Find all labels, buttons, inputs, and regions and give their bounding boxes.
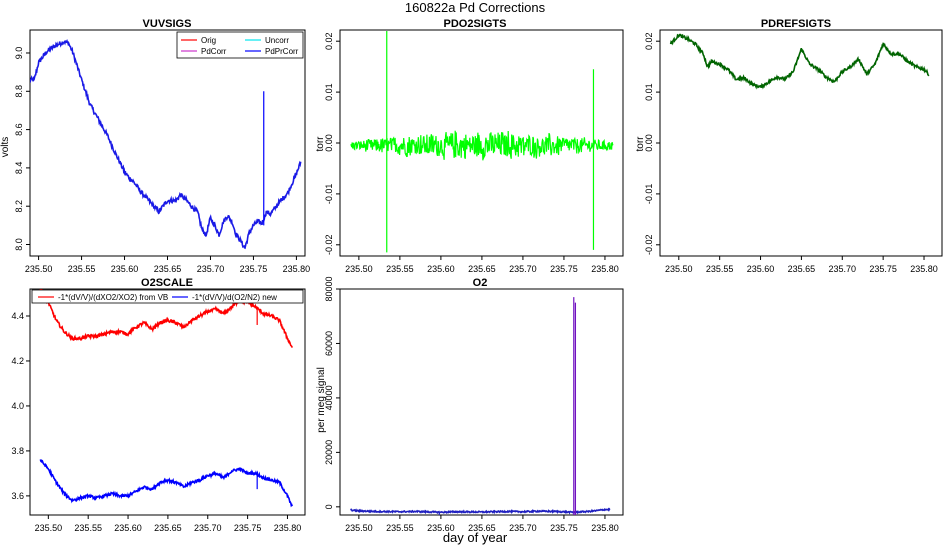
xtick-label: 235.50 <box>345 523 373 533</box>
panel-o2scale: O2SCALE 235.50 235.55 235.60 235.65 235.70 23… <box>11 277 306 533</box>
xtick-label: 235.80 <box>591 264 619 274</box>
xtick-label: 235.80 <box>283 264 311 274</box>
ytick-label: 8.0 <box>14 238 24 251</box>
xtick-label: 235.55 <box>74 523 102 533</box>
ytick-label: 4.4 <box>11 311 24 321</box>
plot-frame-pdrefsigts <box>659 29 943 257</box>
ytick-label: -0.01 <box>644 184 654 205</box>
ytick-label: 0.01 <box>644 83 654 101</box>
ytick-label: -0.02 <box>644 235 654 256</box>
xtick-label: 235.80 <box>910 264 938 274</box>
xtick-label: 235.75 <box>240 264 268 274</box>
ytick-label: -0.02 <box>324 235 334 256</box>
xtick-label: 235.65 <box>154 523 182 533</box>
legend-label: -1*(dV/V)/(dXO2/XO2) from VB <box>58 293 168 302</box>
plot-frame-o2 <box>339 288 624 516</box>
panel-o2: O2 per meg signal 235.50 235.55 235.60 235.… <box>316 276 624 533</box>
series-line <box>39 289 293 348</box>
xtick-label: 235.65 <box>154 264 182 274</box>
ytick-label: 20000 <box>324 440 334 465</box>
xtick-label: 235.60 <box>114 523 142 533</box>
xtick-label: 235.60 <box>111 264 139 274</box>
xtick-label: 235.50 <box>665 264 693 274</box>
panel-title-pdrefsigts: PDREFSIGTS <box>761 18 831 30</box>
panel-title-o2scale: O2SCALE <box>141 277 193 289</box>
series-line <box>669 33 930 90</box>
xtick-label: 235.65 <box>468 264 496 274</box>
xtick-label: 235.50 <box>345 264 373 274</box>
ytick-label: 9.0 <box>14 47 24 60</box>
xtick-label: 235.75 <box>234 523 262 533</box>
panel-pdrefsigts: PDREFSIGTS torr 235.50 235.55 235.60 235.65… <box>635 18 943 274</box>
xtick-label: 235.70 <box>829 264 857 274</box>
ytick-label: 80000 <box>324 276 334 301</box>
panel-pdo2sigts: PDO2SIGTS torr 235.50 235.55 235.60 235.65 2… <box>315 18 624 274</box>
series-line <box>30 38 302 250</box>
xtick-label: 235.80 <box>274 523 302 533</box>
ylabel-pdo2sigts: torr <box>315 136 326 152</box>
ytick-label: 8.6 <box>14 123 24 136</box>
xtick-label: 235.55 <box>386 523 414 533</box>
legend-label: PdCorr <box>201 47 227 56</box>
ytick-label: 3.6 <box>11 491 24 501</box>
ylabel-vuvsigs: volts <box>0 137 11 158</box>
ylabel-pdrefsigts: torr <box>635 136 646 152</box>
ytick-label: 0.00 <box>644 134 654 152</box>
legend-label: PdPrCorr <box>265 47 299 56</box>
ytick-label: 8.8 <box>14 85 24 98</box>
xtick-label: 235.75 <box>550 264 578 274</box>
ytick-label: 0.00 <box>324 134 334 152</box>
legend-o2scale: -1*(dV/V)/(dXO2/XO2) from VB -1*(dV/V)/d(… <box>31 289 304 304</box>
panel-title-o2: O2 <box>473 277 488 289</box>
ytick-label: 4.0 <box>11 401 24 411</box>
xtick-label: 235.70 <box>197 264 225 274</box>
ytick-label: 0 <box>324 504 334 509</box>
ytick-label: -0.01 <box>324 184 334 205</box>
xtick-label: 235.50 <box>35 523 63 533</box>
legend-label: Uncorr <box>265 36 289 45</box>
ytick-label: 60000 <box>324 331 334 356</box>
xtick-label: 235.65 <box>788 264 816 274</box>
xtick-label: 235.50 <box>25 264 53 274</box>
panel-title-pdo2sigts: PDO2SIGTS <box>444 18 507 30</box>
xtick-label: 235.55 <box>68 264 96 274</box>
xtick-label: 235.55 <box>706 264 734 274</box>
ytick-label: 8.4 <box>14 162 24 175</box>
ytick-label: 0.02 <box>644 32 654 50</box>
legend-label: -1*(dV/V)/d(O2/N2) new <box>192 293 277 302</box>
ylabel-o2: per meg signal <box>316 367 327 433</box>
ytick-label: 0.01 <box>324 83 334 101</box>
series-line <box>39 459 293 508</box>
ytick-label: 40000 <box>324 385 334 410</box>
xtick-label: 235.70 <box>509 264 537 274</box>
ytick-label: 0.02 <box>324 32 334 50</box>
xtick-label: 235.80 <box>591 523 619 533</box>
xtick-label: 235.75 <box>550 523 578 533</box>
legend-vuvsigs: Orig Uncorr PdCorr PdPrCorr <box>176 31 304 59</box>
xtick-label: 235.60 <box>427 264 455 274</box>
xtick-label: 235.55 <box>386 264 414 274</box>
ytick-label: 3.8 <box>11 446 24 456</box>
figure-title: 160822a Pd Corrections <box>404 0 546 15</box>
xtick-label: 235.70 <box>194 523 222 533</box>
ytick-label: 4.2 <box>11 356 24 366</box>
series-line <box>350 507 611 515</box>
panel-vuvsigs: VUVSIGS volts 235.50 235.55 235.60 235.65 23… <box>0 18 310 274</box>
xtick-label: 235.60 <box>747 264 775 274</box>
series-line <box>350 130 614 161</box>
figure-xlabel: day of year <box>442 530 508 545</box>
xtick-label: 235.60 <box>427 523 455 533</box>
ytick-label: 8.2 <box>14 200 24 213</box>
legend-label: Orig <box>201 36 216 45</box>
xtick-label: 235.65 <box>468 523 496 533</box>
xtick-label: 235.75 <box>869 264 897 274</box>
panel-title-vuvsigs: VUVSIGS <box>143 18 192 30</box>
xtick-label: 235.70 <box>509 523 537 533</box>
